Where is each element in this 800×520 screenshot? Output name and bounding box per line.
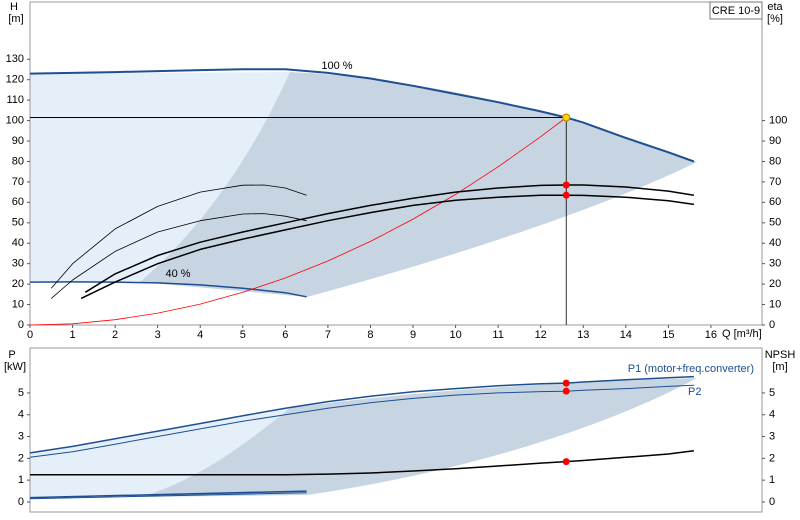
- curve: [51, 213, 307, 299]
- x-tick-label: 3: [155, 329, 161, 341]
- curve: [29, 117, 567, 326]
- curve: [29, 490, 307, 499]
- y-tick-label: 90: [12, 135, 24, 147]
- operating-region: [140, 72, 697, 297]
- y-tick-label: 10: [12, 298, 24, 310]
- y-tick-label: 100: [6, 114, 24, 126]
- y2-tick-label: 50: [769, 217, 781, 229]
- y2-axis-unit: [%]: [767, 13, 783, 25]
- y-tick-label: 50: [12, 217, 24, 229]
- y2-tick-label: 70: [769, 176, 781, 188]
- y-tick-label: 40: [12, 237, 24, 249]
- x-tick-label: 1: [69, 329, 75, 341]
- duty-point: [562, 113, 571, 122]
- annotation: P1 (motor+freq.converter): [628, 363, 754, 375]
- plot-frame: [29, 1, 763, 326]
- curve: [84, 184, 695, 293]
- x-tick-label: 13: [577, 329, 589, 341]
- y2-tick-label: 1: [769, 474, 775, 486]
- y2-axis-unit: [m]: [772, 361, 787, 373]
- plot-layer: [27, 58, 765, 503]
- x-tick-label: 5: [240, 329, 246, 341]
- y-tick-label: 4: [18, 409, 24, 421]
- y2-tick-label: 60: [769, 196, 781, 208]
- duty-point: [562, 191, 570, 199]
- y2-tick-label: 0: [769, 496, 775, 508]
- light-region: [30, 408, 290, 498]
- curve: [80, 194, 695, 300]
- x-tick-label: 0: [27, 329, 33, 341]
- y2-tick-label: 80: [769, 155, 781, 167]
- y2-tick-label: 10: [769, 298, 781, 310]
- y-tick-label: 5: [18, 387, 24, 399]
- y2-axis-label: NPSH: [765, 349, 796, 361]
- x-tick-label: 12: [535, 329, 547, 341]
- y-axis-unit: [m]: [8, 13, 23, 25]
- y2-tick-label: 0: [769, 319, 775, 331]
- y-axis-unit: [kW]: [4, 361, 26, 373]
- y2-tick-label: 90: [769, 135, 781, 147]
- y2-tick-label: 20: [769, 278, 781, 290]
- y-tick-label: 80: [12, 155, 24, 167]
- y-tick-label: 0: [18, 319, 24, 331]
- y2-axis-label: eta: [767, 1, 783, 13]
- x-tick-label: 10: [449, 329, 461, 341]
- curve: [50, 184, 307, 289]
- curve: [29, 281, 307, 298]
- y2-tick-label: 4: [769, 409, 775, 421]
- x-tick-label: 11: [492, 329, 503, 341]
- duty-point: [562, 387, 570, 395]
- y2-tick-label: 2: [769, 452, 775, 464]
- annotation: 40 %: [165, 268, 190, 280]
- x-tick-label: 16: [705, 329, 717, 341]
- light-region: [30, 72, 290, 282]
- y-tick-label: 1: [18, 474, 24, 486]
- curve: [29, 375, 694, 454]
- curve: [29, 492, 307, 500]
- y-axis-label: P: [8, 349, 15, 361]
- y-tick-label: 70: [12, 176, 24, 188]
- curve: [30, 449, 694, 476]
- chart-title: CRE 10-9: [712, 5, 760, 17]
- x-tick-label: 7: [325, 329, 331, 341]
- curve: [29, 384, 694, 458]
- x-tick-label: 9: [410, 329, 416, 341]
- y-tick-label: 3: [18, 430, 24, 442]
- x-tick-label: 2: [112, 329, 118, 341]
- title-box: [709, 1, 763, 20]
- y-tick-label: 120: [6, 74, 24, 86]
- y2-tick-label: 30: [769, 258, 781, 270]
- duty-point: [562, 458, 570, 466]
- operating-region: [140, 378, 697, 497]
- duty-point: [562, 181, 570, 189]
- curve: [29, 68, 695, 163]
- y-tick-label: 130: [6, 53, 24, 65]
- y-tick-label: 0: [18, 496, 24, 508]
- x-tick-label: 15: [662, 329, 674, 341]
- annotation: P2: [688, 386, 701, 398]
- y-tick-label: 20: [12, 278, 24, 290]
- x-tick-label: 8: [367, 329, 373, 341]
- x-tick-label: 4: [197, 329, 203, 341]
- y2-tick-label: 100: [769, 114, 787, 126]
- y2-tick-label: 5: [769, 387, 775, 399]
- y-tick-label: 2: [18, 452, 24, 464]
- x-tick-label: 6: [282, 329, 288, 341]
- x-axis-label: Q [m³/h]: [722, 328, 762, 340]
- y2-tick-label: 3: [769, 430, 775, 442]
- duty-point: [562, 379, 570, 387]
- y-tick-label: 30: [12, 258, 24, 270]
- x-tick-label: 14: [620, 329, 632, 341]
- y-tick-label: 110: [6, 94, 24, 106]
- plot-frame: [29, 347, 763, 513]
- y-tick-label: 60: [12, 196, 24, 208]
- y-axis-label: H: [10, 1, 18, 13]
- y2-tick-label: 40: [769, 237, 781, 249]
- annotation: 100 %: [321, 60, 352, 72]
